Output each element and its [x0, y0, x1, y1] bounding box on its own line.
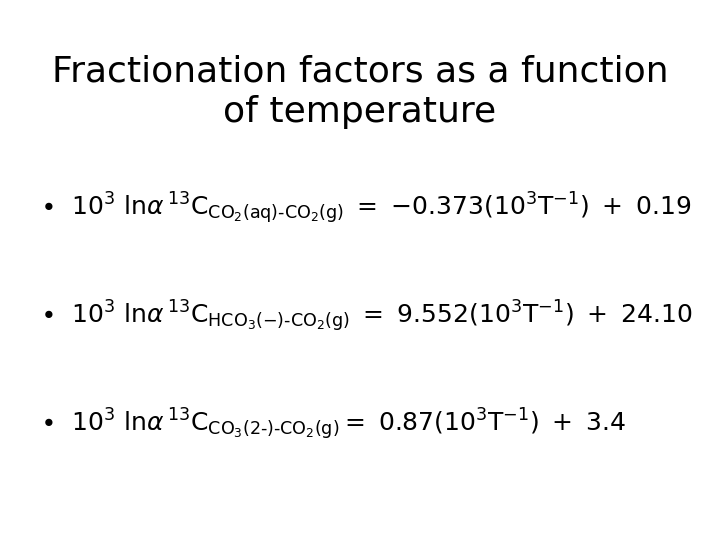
Text: $\bullet\ \ 10^3\ \mathrm{ln}\alpha^{\,13}\mathrm{C}_{\mathrm{CO_3(2\text{-})\te: $\bullet\ \ 10^3\ \mathrm{ln}\alpha^{\,1… — [40, 406, 626, 442]
Text: $\bullet\ \ 10^3\ \mathrm{ln}\alpha^{\,13}\mathrm{C}_{\mathrm{HCO_3(-)\text{-}CO: $\bullet\ \ 10^3\ \mathrm{ln}\alpha^{\,1… — [40, 298, 693, 334]
Text: Fractionation factors as a function
of temperature: Fractionation factors as a function of t… — [52, 54, 668, 129]
Text: $\bullet\ \ 10^3\ \mathrm{ln}\alpha^{\,13}\mathrm{C}_{\mathrm{CO_2(aq)\text{-}CO: $\bullet\ \ 10^3\ \mathrm{ln}\alpha^{\,1… — [40, 190, 691, 226]
